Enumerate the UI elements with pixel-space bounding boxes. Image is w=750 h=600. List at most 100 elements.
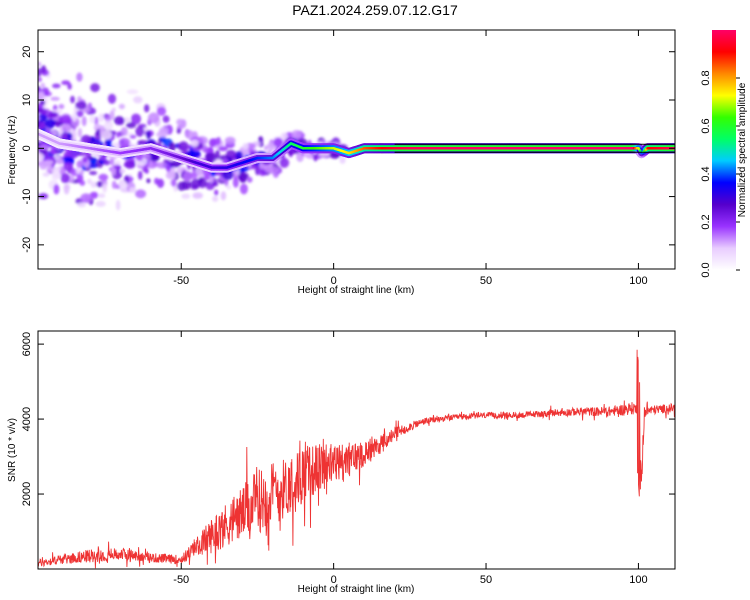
spectrogram-heatmap	[38, 61, 675, 211]
spectrogram-blob	[111, 107, 116, 112]
spectrogram-blob	[51, 166, 63, 178]
colorbar-tick-label: 0.6	[700, 118, 712, 133]
spectrogram-y-axis-title: Frequency (Hz)	[7, 116, 18, 185]
spectrogram-blob	[90, 181, 97, 188]
spectrogram-blob	[279, 157, 290, 168]
spectrogram-blob	[94, 116, 99, 126]
spectrogram-blob	[156, 131, 168, 138]
spectrogram-ridge	[38, 128, 675, 173]
spectrogram-blob	[113, 116, 125, 126]
spectrogram-blob	[38, 67, 42, 77]
spectrogram-blob	[171, 178, 177, 187]
spectrogram-blob	[63, 184, 70, 195]
x-tick-label: 0	[331, 275, 337, 287]
spectrogram-scatter	[38, 61, 349, 211]
spectrogram-blob	[109, 158, 115, 166]
snr-y-axis-title: SNR (10 * v/v)	[7, 418, 18, 482]
spectrogram-blob	[47, 162, 52, 172]
spectrogram-blob	[129, 187, 137, 194]
spectrogram-blob	[218, 146, 228, 152]
spectrogram-blob	[43, 160, 54, 165]
spectrogram-blob	[147, 112, 160, 124]
snr-x-axis: -50 0 50 100	[173, 331, 648, 586]
spectrogram-blob	[129, 134, 137, 139]
spectrogram-blob	[79, 169, 85, 176]
spectrogram-blob	[118, 103, 125, 110]
spectrogram-blob	[38, 77, 42, 82]
spectrogram-blob	[135, 126, 145, 137]
spectrogram-blob	[148, 159, 153, 169]
spectrogram-blob	[61, 123, 72, 132]
colorbar-tick-label: 0.4	[700, 166, 712, 181]
snr-y-axis: 2000 4000 6000	[21, 332, 675, 506]
spectrogram-blob	[75, 101, 87, 110]
colorbar-label: Normalized spectral amplitude	[737, 82, 748, 217]
spectrogram-blob	[120, 126, 128, 136]
spectrogram-panel: -50 0 50 100 -20 -10 0 10 20 Height of straight…	[7, 29, 676, 296]
spectrogram-blob	[215, 149, 220, 160]
spectrogram-blob	[235, 168, 240, 175]
spectrogram-blob	[190, 173, 198, 180]
spectrogram-blob	[72, 111, 77, 122]
spectrogram-blob	[77, 127, 83, 138]
spectrogram-blob	[38, 116, 41, 121]
spectrogram-blob	[38, 144, 50, 150]
spectrogram-blob	[67, 83, 72, 90]
spectrogram-blob	[60, 114, 72, 125]
spectrogram-blob	[224, 136, 236, 145]
spectrogram-blob	[137, 170, 143, 180]
spectrogram-blob	[58, 103, 65, 110]
y-tick-label: -20	[21, 237, 33, 253]
spectrogram-blob	[114, 160, 122, 167]
snr-panel: -50 0 50 100 2000 4000 6000 Height of straigh…	[7, 330, 676, 595]
spectrogram-blob	[273, 137, 283, 147]
colorbar-tick-label: 0.0	[700, 262, 712, 277]
spectrogram-blob	[109, 110, 115, 120]
spectrogram-blob	[154, 177, 159, 185]
spectrogram-blob	[80, 193, 92, 204]
spectrogram-blob	[181, 193, 191, 199]
spectrogram-blob	[61, 80, 71, 85]
spectrogram-blob	[263, 145, 269, 151]
spectrogram-blob	[166, 163, 171, 172]
spectrogram-blob	[241, 172, 249, 180]
spectrogram-blob	[113, 165, 122, 170]
colorbar-tick-label: 0.2	[700, 214, 712, 229]
y-tick-label: 6000	[21, 332, 33, 356]
spectrogram-blob	[156, 106, 167, 116]
spectrogram-blob	[130, 113, 142, 125]
chart-title: PAZ1.2024.259.07.12.G17	[292, 2, 458, 18]
spectrogram-blob	[89, 191, 99, 199]
spectrogram-blob	[80, 134, 92, 144]
x-tick-label: 100	[629, 574, 647, 586]
y-tick-label: 10	[21, 94, 33, 106]
spectrogram-blob	[198, 177, 203, 184]
spectrogram-blob	[87, 102, 92, 109]
y-tick-label: 0	[21, 145, 33, 151]
spectrogram-blob	[40, 65, 47, 74]
snr-line	[38, 349, 675, 569]
spectrogram-blob	[137, 140, 148, 145]
spectrogram-blob	[58, 116, 63, 123]
snr-x-axis-title: Height of straight line (km)	[298, 584, 415, 595]
spectrogram-blob	[126, 89, 139, 95]
spectrogram-blob	[246, 176, 253, 183]
spectrogram-blob	[123, 117, 131, 123]
colorbar: 0.0 0.2 0.4 0.6 0.8 Normalized spectral ampl…	[700, 30, 748, 278]
spectrogram-blob	[67, 132, 72, 140]
spectrogram-blob	[56, 158, 65, 165]
x-tick-label: 50	[480, 574, 492, 586]
spectrogram-blob	[288, 150, 293, 157]
spectrogram-blob	[144, 104, 150, 113]
spectrogram-blob	[190, 149, 201, 158]
colorbar-tick-label: 0.8	[700, 70, 712, 85]
spectrogram-blob	[111, 180, 117, 189]
spectrogram-y-axis: -20 -10 0 10 20	[21, 46, 675, 253]
spectrogram-blob	[42, 172, 50, 177]
spectrogram-frame	[37, 29, 676, 270]
spectrogram-blob	[38, 61, 42, 67]
spectrogram-blob	[239, 183, 248, 195]
spectrogram-blob	[76, 110, 84, 118]
spectrogram-blob	[291, 130, 302, 139]
x-tick-label: -50	[173, 574, 189, 586]
